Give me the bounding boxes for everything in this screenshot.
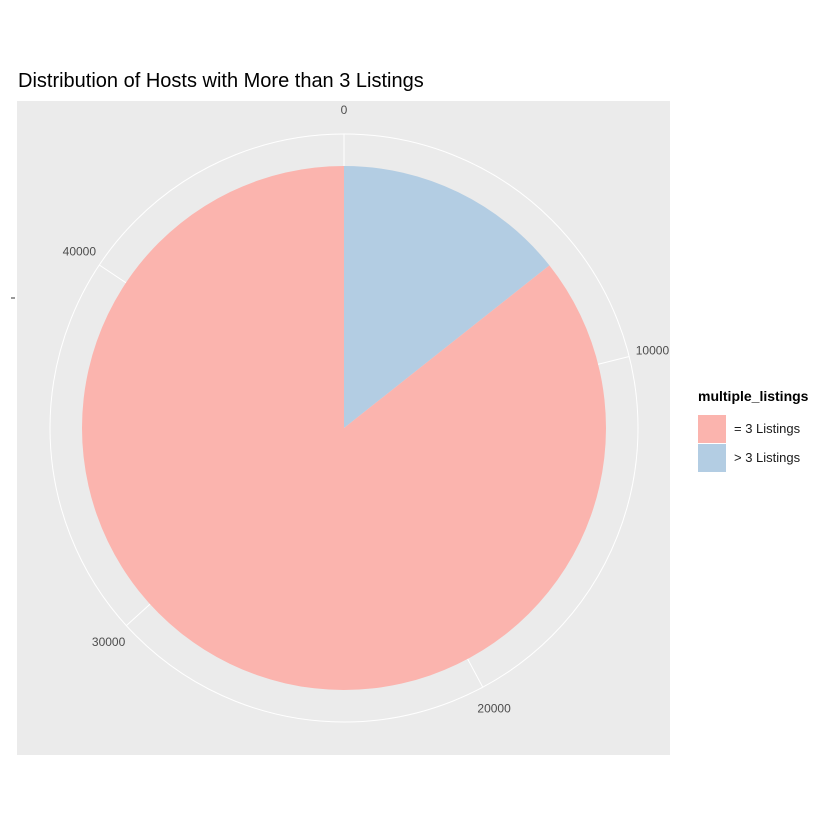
legend-title: multiple_listings [698,388,809,404]
legend: multiple_listings = 3 Listings > 3 Listi… [698,388,808,472]
legend-key-eq3 [698,414,726,443]
tick-layer: 0 10000 20000 30000 40000 [63,103,670,715]
pie-slice-gt3 [344,166,550,428]
legend-label-eq3: = 3 Listings [734,421,801,436]
axis-tick-label: 10000 [636,344,670,358]
axis-tick-label: 0 [341,103,348,117]
legend-key-gt3 [698,443,726,472]
slice-layer [81,166,606,691]
legend-item-gt3: > 3 Listings [698,443,808,472]
chart-title: Distribution of Hosts with More than 3 L… [18,70,424,92]
axis-tick-label: 40000 [63,245,97,259]
legend-item-eq3: = 3 Listings [698,414,808,443]
legend-label-gt3: > 3 Listings [734,450,801,465]
axis-tick-label: 30000 [92,635,126,649]
axis-tick-label: 20000 [477,701,511,715]
pie-slice-eq3 [81,166,606,691]
